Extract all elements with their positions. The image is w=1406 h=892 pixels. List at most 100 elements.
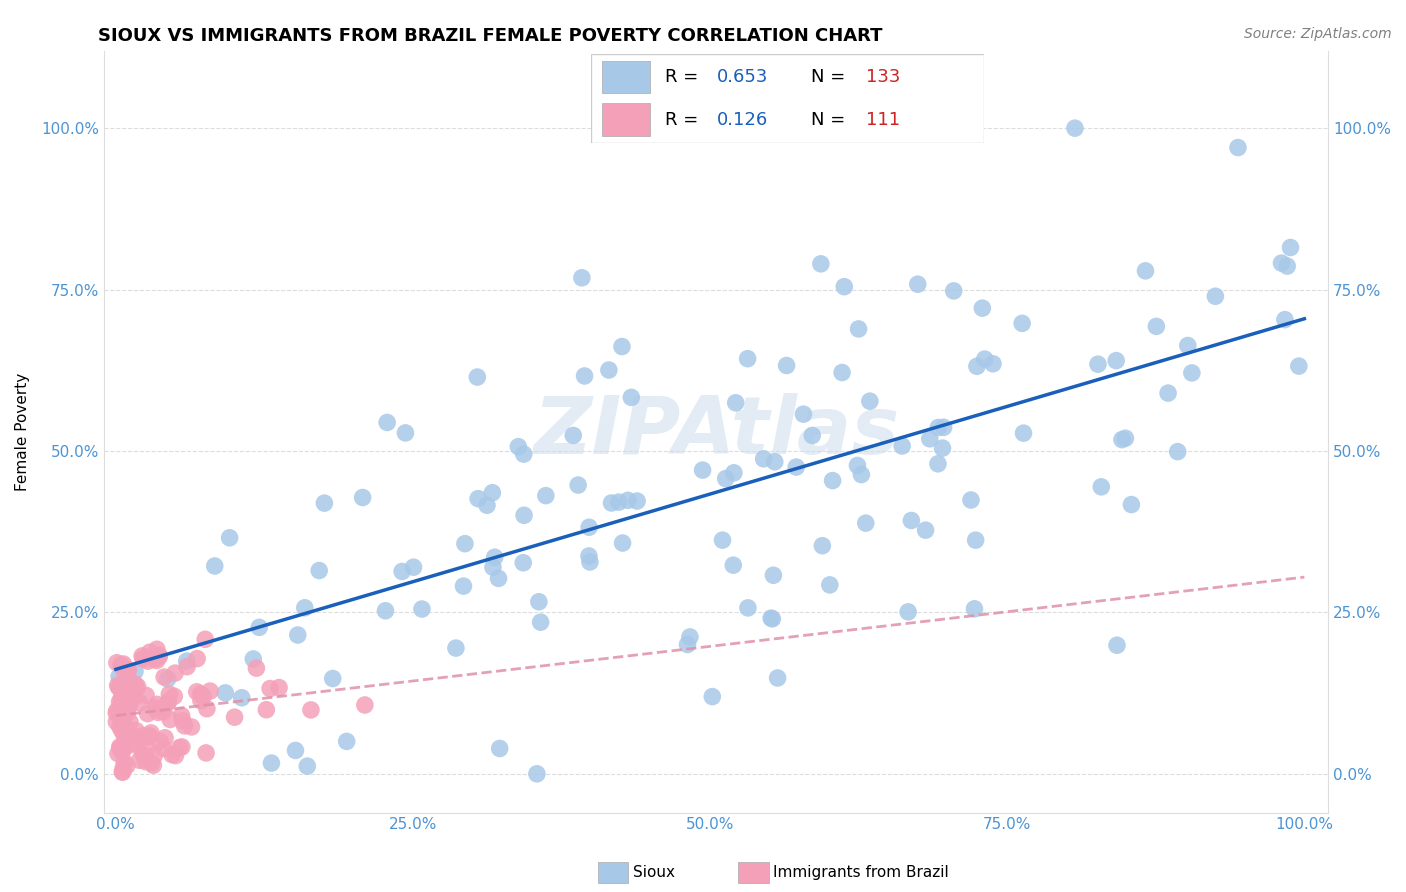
Point bbox=[107, 678, 129, 692]
Point bbox=[165, 666, 187, 681]
Point bbox=[914, 523, 936, 537]
Point bbox=[851, 467, 873, 482]
Point bbox=[578, 520, 600, 534]
Point bbox=[775, 359, 797, 373]
Point bbox=[124, 677, 146, 691]
Point bbox=[138, 645, 160, 659]
Point bbox=[191, 689, 214, 703]
Point bbox=[530, 615, 553, 630]
Point bbox=[194, 632, 217, 647]
Point bbox=[375, 416, 398, 430]
Point bbox=[114, 723, 136, 738]
Point bbox=[260, 756, 283, 770]
Point bbox=[152, 705, 174, 719]
Point bbox=[1011, 317, 1033, 331]
Point bbox=[259, 681, 281, 696]
Point bbox=[620, 390, 643, 404]
Point bbox=[111, 716, 134, 731]
Point bbox=[128, 753, 150, 767]
Point bbox=[118, 698, 141, 713]
Point bbox=[942, 284, 965, 298]
Point bbox=[1288, 359, 1310, 373]
Point bbox=[111, 739, 134, 754]
Point bbox=[526, 766, 548, 780]
Point bbox=[562, 428, 585, 442]
Point bbox=[762, 568, 785, 582]
Point bbox=[723, 558, 745, 573]
Point bbox=[105, 656, 128, 670]
Text: N =: N = bbox=[811, 111, 851, 128]
Point bbox=[527, 595, 550, 609]
Point bbox=[846, 458, 869, 473]
Point bbox=[190, 687, 212, 701]
Point bbox=[859, 394, 882, 409]
Point bbox=[679, 630, 702, 644]
Point bbox=[159, 713, 181, 727]
Point bbox=[247, 620, 270, 634]
Point bbox=[170, 739, 193, 754]
Point bbox=[157, 687, 180, 701]
Text: R =: R = bbox=[665, 111, 704, 128]
Point bbox=[818, 578, 841, 592]
Point bbox=[488, 741, 510, 756]
Point bbox=[702, 690, 724, 704]
Point bbox=[737, 600, 759, 615]
Point bbox=[108, 695, 131, 709]
Point bbox=[148, 649, 170, 664]
Point bbox=[172, 714, 194, 728]
Point bbox=[1270, 256, 1292, 270]
Text: Sioux: Sioux bbox=[633, 865, 675, 880]
Point bbox=[821, 474, 844, 488]
Point bbox=[157, 694, 180, 708]
Point bbox=[792, 407, 814, 421]
Point bbox=[832, 279, 855, 293]
Point bbox=[245, 661, 267, 675]
Point bbox=[127, 739, 149, 753]
Point bbox=[108, 670, 131, 684]
Point bbox=[454, 537, 477, 551]
Point bbox=[723, 466, 745, 480]
Point bbox=[488, 571, 510, 585]
Point bbox=[918, 432, 941, 446]
Point bbox=[105, 714, 128, 729]
Point bbox=[766, 671, 789, 685]
Point bbox=[108, 739, 131, 754]
Point bbox=[148, 648, 170, 663]
Point bbox=[153, 670, 176, 684]
Point bbox=[107, 681, 129, 695]
Point bbox=[145, 701, 167, 715]
Point bbox=[579, 555, 602, 569]
Point bbox=[1064, 121, 1087, 136]
Text: Source: ZipAtlas.com: Source: ZipAtlas.com bbox=[1244, 27, 1392, 41]
Point bbox=[121, 728, 143, 742]
Point bbox=[475, 498, 498, 512]
Point bbox=[810, 257, 832, 271]
Text: 133: 133 bbox=[866, 68, 900, 86]
Point bbox=[737, 351, 759, 366]
Point bbox=[617, 493, 640, 508]
Point bbox=[170, 708, 193, 723]
Point bbox=[180, 720, 202, 734]
Point bbox=[254, 703, 277, 717]
Point bbox=[1144, 319, 1167, 334]
Point bbox=[186, 651, 208, 665]
Point bbox=[578, 549, 600, 563]
Point bbox=[111, 765, 134, 780]
Point bbox=[444, 641, 467, 656]
Point bbox=[981, 357, 1004, 371]
Text: 0.126: 0.126 bbox=[717, 111, 768, 128]
Point bbox=[176, 659, 198, 673]
Point bbox=[149, 734, 172, 748]
Point bbox=[1157, 386, 1180, 401]
Point bbox=[146, 706, 169, 720]
Point bbox=[907, 277, 929, 292]
Point bbox=[960, 493, 983, 508]
Point bbox=[114, 665, 136, 679]
Point bbox=[108, 720, 131, 734]
Point bbox=[1087, 357, 1109, 371]
Point bbox=[124, 690, 146, 704]
Point bbox=[156, 696, 179, 710]
Point bbox=[110, 723, 132, 738]
Point bbox=[759, 611, 782, 625]
Point bbox=[108, 680, 131, 694]
